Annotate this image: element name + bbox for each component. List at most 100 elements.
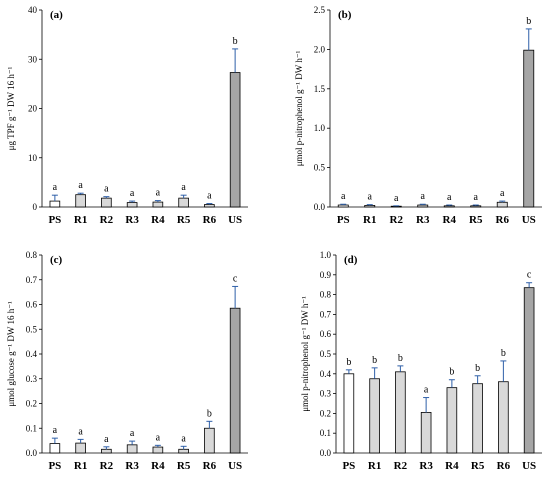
x-tick-label: R3	[416, 214, 430, 226]
y-tick-label: 0.6	[26, 300, 38, 310]
chart-panel-d: 0.0 0.1 0.2 0.3 0.4 0.5 0.6 0.7 0.8 0.9 1.0 μmol p-…	[300, 250, 542, 472]
x-tick-label: R2	[100, 214, 114, 226]
bar	[101, 197, 112, 208]
bar	[49, 200, 61, 208]
y-tick-label: 0.5	[26, 324, 38, 334]
x-tick-label: R4	[445, 460, 459, 472]
x-tick-label: R2	[100, 460, 114, 472]
bar	[364, 205, 376, 208]
significance-letter: a	[447, 192, 452, 203]
x-tick-label: US	[228, 460, 242, 472]
significance-letter: b	[501, 348, 506, 359]
significance-letter: a	[104, 434, 109, 445]
significance-letter: b	[372, 355, 377, 366]
bar	[229, 307, 241, 454]
x-tick-label: US	[522, 214, 536, 226]
significance-letter: b	[475, 363, 480, 374]
x-tick-label: R5	[469, 214, 483, 226]
x-tick-label: R4	[151, 214, 165, 226]
x-tick-label: R2	[390, 214, 404, 226]
significance-letter: b	[526, 16, 531, 27]
significance-letter: a	[500, 188, 505, 199]
significance-letter: b	[449, 367, 454, 378]
x-tick-label: R3	[125, 214, 139, 226]
x-tick-label: PS	[342, 460, 355, 472]
y-axis-label: μg TPF g⁻¹ DW 16 h⁻¹	[6, 66, 16, 150]
y-tick-label: 2.0	[314, 44, 326, 54]
bar	[204, 204, 215, 208]
x-tick-label: R4	[443, 214, 457, 226]
y-tick-label: 0.7	[320, 309, 332, 319]
x-tick-label: R3	[419, 460, 433, 472]
significance-letter: a	[104, 184, 109, 195]
bar	[369, 378, 380, 454]
significance-letter: a	[474, 192, 479, 203]
y-tick-label: 0.0	[314, 202, 326, 212]
y-tick-label: 1.5	[314, 84, 326, 94]
y-tick-label: 0.2	[26, 399, 37, 409]
bar	[75, 194, 86, 208]
bar	[75, 442, 86, 454]
y-tick-label: 0.5	[320, 349, 332, 359]
x-tick-label: PS	[48, 460, 61, 472]
bar	[49, 443, 61, 454]
significance-letter: a	[130, 428, 135, 439]
x-tick-label: R6	[203, 214, 217, 226]
y-axis-label: μmol p-nitrophenol g⁻¹ DW h⁻¹	[300, 296, 310, 412]
bar	[417, 204, 429, 208]
significance-letter: b	[346, 357, 351, 368]
bar	[152, 446, 164, 454]
significance-letter: a	[181, 182, 186, 193]
y-axis-label: μmol p-nitrophenol g⁻¹ DW h⁻¹	[294, 50, 304, 166]
significance-letter: b	[233, 36, 238, 47]
bar	[498, 381, 509, 454]
bar	[496, 201, 508, 208]
bar	[337, 204, 349, 208]
x-tick-label: US	[228, 214, 242, 226]
chart-panel-c: 0.0 0.1 0.2 0.3 0.4 0.5 0.6 0.7 0.8 μmol glucose …	[6, 250, 248, 472]
bar	[472, 383, 483, 454]
y-tick-label: 40	[28, 5, 38, 15]
y-tick-label: 10	[28, 153, 38, 163]
significance-letter: c	[527, 270, 532, 281]
y-tick-label: 0.0	[26, 448, 38, 458]
bar	[343, 373, 355, 454]
y-tick-label: 0.9	[320, 270, 332, 280]
x-tick-label: PS	[48, 214, 61, 226]
significance-letter: a	[156, 188, 161, 199]
y-tick-label: 0.3	[320, 389, 332, 399]
x-tick-label: R6	[496, 214, 510, 226]
y-tick-label: 0.7	[26, 275, 38, 285]
x-tick-label: R5	[177, 460, 191, 472]
y-tick-label: 1.0	[314, 123, 326, 133]
panel-label: (b)	[338, 9, 352, 21]
bar	[126, 202, 138, 208]
bar	[523, 49, 535, 208]
significance-letter: b	[207, 408, 212, 419]
x-tick-label: R5	[471, 460, 485, 472]
bar	[178, 448, 189, 454]
y-tick-label: 1.0	[320, 250, 332, 260]
bar	[178, 197, 189, 208]
x-tick-label: R3	[125, 460, 139, 472]
significance-letter: a	[341, 191, 346, 202]
x-tick-label: R6	[497, 460, 511, 472]
bar	[395, 371, 406, 454]
significance-letter: a	[53, 182, 58, 193]
bar	[420, 412, 432, 454]
significance-letter: a	[78, 180, 83, 191]
y-tick-label: 2.5	[314, 5, 326, 15]
significance-letter: c	[233, 273, 238, 284]
significance-letter: a	[156, 432, 161, 443]
x-tick-label: R1	[74, 460, 87, 472]
chart-panel-a: 0 10 20 30 40 μg TPF g⁻¹ DW 16 h⁻¹ (a) a PS a R1 a R…	[6, 5, 248, 226]
bar	[229, 72, 241, 208]
x-tick-label: PS	[337, 214, 350, 226]
x-tick-label: R1	[74, 214, 87, 226]
y-tick-label: 0.1	[26, 423, 37, 433]
y-tick-label: 20	[28, 104, 38, 114]
x-tick-label: R4	[151, 460, 165, 472]
significance-letter: a	[368, 192, 373, 203]
y-tick-label: 0.0	[320, 448, 332, 458]
